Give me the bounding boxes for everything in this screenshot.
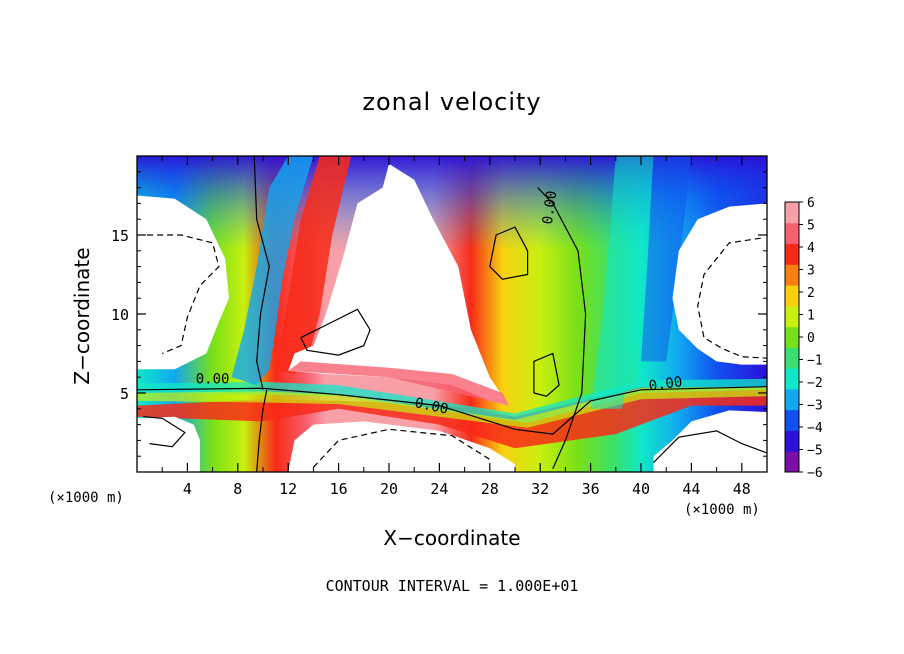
white-region-6: [653, 410, 767, 472]
colorbar-tick-label: −6: [807, 466, 823, 481]
white-region-5: [288, 421, 515, 472]
colorbar-swatch: [785, 388, 799, 411]
contour-label: 0.00: [648, 374, 684, 395]
central-fringe: [288, 361, 509, 406]
colorbar-swatch: [785, 430, 799, 452]
y-tick-label: 15: [111, 227, 129, 245]
colorbar-tick-label: −4: [807, 421, 823, 436]
contour-line-3: [253, 156, 270, 390]
white-region-4: [137, 416, 200, 472]
left-red-tongue: [275, 156, 352, 374]
colorbar-swatch: [785, 347, 799, 369]
colorbar-tick-label: 5: [807, 219, 815, 234]
x-tick-label: 44: [682, 480, 700, 498]
colorbar-tick-label: 4: [807, 241, 815, 256]
colorbar-swatch: [785, 326, 799, 348]
x-tick-label: 32: [531, 480, 549, 498]
x-tick-label: 4: [183, 480, 192, 498]
contour-line-12: [653, 430, 767, 463]
colorbar-swatch: [785, 451, 799, 473]
colorbar-tick-label: −1: [807, 354, 823, 369]
colorbar-tick-label: 2: [807, 286, 815, 301]
x-tick-label: 8: [233, 480, 242, 498]
colorbar-swatch: [785, 368, 799, 390]
colorbar-swatch: [785, 285, 799, 307]
x-unit-label-right: (×1000 m): [684, 502, 760, 518]
x-tick-label: 24: [430, 480, 448, 498]
x-unit-label-left: (×1000 m): [48, 490, 124, 506]
colorbar-tick-label: −2: [807, 376, 823, 391]
x-tick-label: 12: [279, 480, 297, 498]
colorbar-tick-label: −5: [807, 444, 823, 459]
contour-line-6: [533, 352, 560, 397]
white-region-3: [672, 203, 767, 365]
contour-line-10: [697, 237, 767, 359]
colorbar-tick-label: −3: [807, 399, 823, 414]
white-region-1: [137, 195, 229, 370]
white-region-2: [288, 163, 509, 406]
contour-label: 0.00: [413, 395, 449, 418]
contour-line-11: [312, 428, 491, 468]
contour-line-5: [489, 226, 529, 280]
chart-title: zonal velocity: [362, 88, 542, 116]
colorbar-tick-label: 0: [807, 331, 815, 346]
contour-line-7: [300, 308, 371, 356]
colorbar-swatch: [785, 409, 799, 431]
right-blue-column: [641, 156, 692, 362]
contour-line-8: [143, 416, 186, 448]
y-tick-label: 10: [111, 306, 129, 324]
x-tick-label: 20: [380, 480, 398, 498]
contour-label: 0.00: [196, 372, 230, 388]
contour-interval-note: CONTOUR INTERVAL = 1.000E+01: [325, 577, 579, 595]
colorbar-swatch: [785, 305, 799, 328]
contour-line-2: [256, 389, 268, 472]
x-tick-label: 36: [582, 480, 600, 498]
colorbar-tick-label: 1: [807, 309, 815, 324]
x-tick-label: 40: [632, 480, 650, 498]
y-axis-title: Z−coordinate: [70, 247, 94, 385]
contour-line-4: [537, 187, 587, 470]
y-tick-label: 5: [120, 385, 129, 403]
colorbar-swatch: [785, 264, 799, 286]
colorbar-tick-label: 3: [807, 264, 815, 279]
colorbar-tick-label: 6: [807, 196, 815, 211]
x-tick-label: 28: [481, 480, 499, 498]
right-cyan-column: [590, 156, 654, 409]
colorbar-swatch: [785, 222, 799, 245]
contour-line-1: [137, 386, 767, 435]
x-axis-title: X−coordinate: [383, 526, 521, 550]
x-tick-label: 16: [330, 480, 348, 498]
contour-line-9: [147, 234, 220, 355]
left-blue-tongue: [231, 156, 314, 386]
field-layer: [137, 156, 767, 472]
contour-label: 0.00: [540, 190, 561, 226]
colorbar-swatch: [785, 243, 799, 265]
x-tick-label: 48: [733, 480, 751, 498]
colorbar-swatch: [785, 202, 799, 224]
